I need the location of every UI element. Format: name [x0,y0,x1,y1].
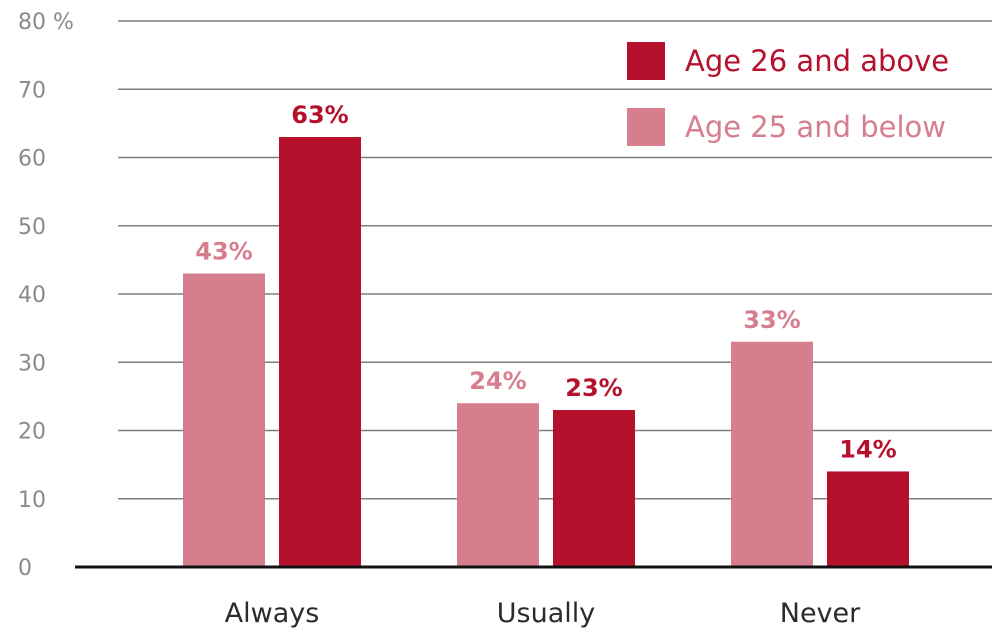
bars [183,137,909,567]
x-axis-ticks: Always Usually Never [225,598,861,629]
y-tick-label: 60 [18,147,46,172]
bar-never-series-2 [827,471,909,567]
bar-never-series-1 [731,341,813,567]
data-label: 63% [291,101,348,129]
data-label: 24% [469,367,526,395]
y-tick-label: 0 [18,556,32,581]
legend-label: Age 26 and above [685,44,949,78]
bar-usually-series-2 [553,410,635,567]
x-tick-label: Always [225,598,320,629]
data-label: 33% [743,306,800,334]
x-tick-label: Never [780,598,861,629]
data-label: 14% [839,435,896,463]
legend: Age 26 and above Age 25 and below [627,42,949,146]
y-tick-label: 50 [18,215,46,240]
legend-label: Age 25 and below [685,110,946,144]
y-tick-label: 30 [18,351,46,376]
bar-always-series-2 [279,137,361,567]
y-tick-label: 80 % [18,10,74,35]
x-tick-label: Usually [497,598,595,629]
y-tick-label: 10 [18,488,46,513]
y-tick-label: 20 [18,420,46,445]
data-label: 43% [195,238,252,266]
data-labels: 43% 63% 24% 23% 33% 14% [195,101,896,463]
bar-usually-series-1 [457,403,539,567]
y-tick-label: 40 [18,283,46,308]
data-label: 23% [565,374,622,402]
legend-swatch [627,108,665,146]
legend-swatch [627,42,665,80]
y-tick-label: 70 [18,78,46,103]
y-axis-ticks: 0 10 20 30 40 50 60 70 80 % [18,10,74,581]
bar-always-series-1 [183,273,265,567]
